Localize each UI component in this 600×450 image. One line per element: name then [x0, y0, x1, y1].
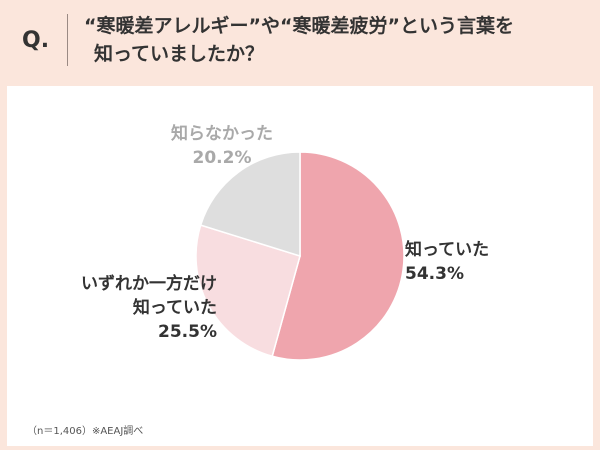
label-either: いずれか一方だけ 知っていた 25.5% [39, 272, 217, 344]
question-line-2: 知っていましたか？ [94, 43, 265, 65]
question-text: “寒暖差アレルギー”や“寒暖差疲労”という言葉を 知っていましたか？ [84, 12, 584, 68]
label-either-line2: 知っていた [132, 298, 217, 318]
pie-slice-knew [271, 151, 405, 361]
label-not-known-value: 20.2% [192, 148, 252, 168]
label-either-value: 25.5% [158, 322, 217, 342]
question-header: Q. “寒暖差アレルギー”や“寒暖差疲労”という言葉を 知っていましたか？ [0, 0, 600, 80]
label-not-known-text: 知らなかった [171, 124, 273, 144]
pie-slice-not-known [199, 151, 301, 258]
label-either-line1: いずれか一方だけ [81, 274, 217, 294]
label-knew: 知っていた 54.3% [405, 238, 489, 286]
pie-slice-either [195, 224, 301, 358]
chart-card: 知っていた 54.3% いずれか一方だけ 知っていた 25.5% 知らなかった … [7, 86, 593, 446]
label-knew-value: 54.3% [405, 264, 464, 284]
pie-chart [195, 151, 405, 361]
sample-note: （n＝1,406）※AEAJ調べ [27, 426, 144, 437]
label-not-known: 知らなかった 20.2% [157, 122, 287, 170]
label-knew-text: 知っていた [405, 240, 490, 260]
question-line-1: “寒暖差アレルギー”や“寒暖差疲労”という言葉を [84, 15, 514, 37]
question-mark: Q. [22, 28, 50, 53]
question-divider [67, 14, 68, 66]
